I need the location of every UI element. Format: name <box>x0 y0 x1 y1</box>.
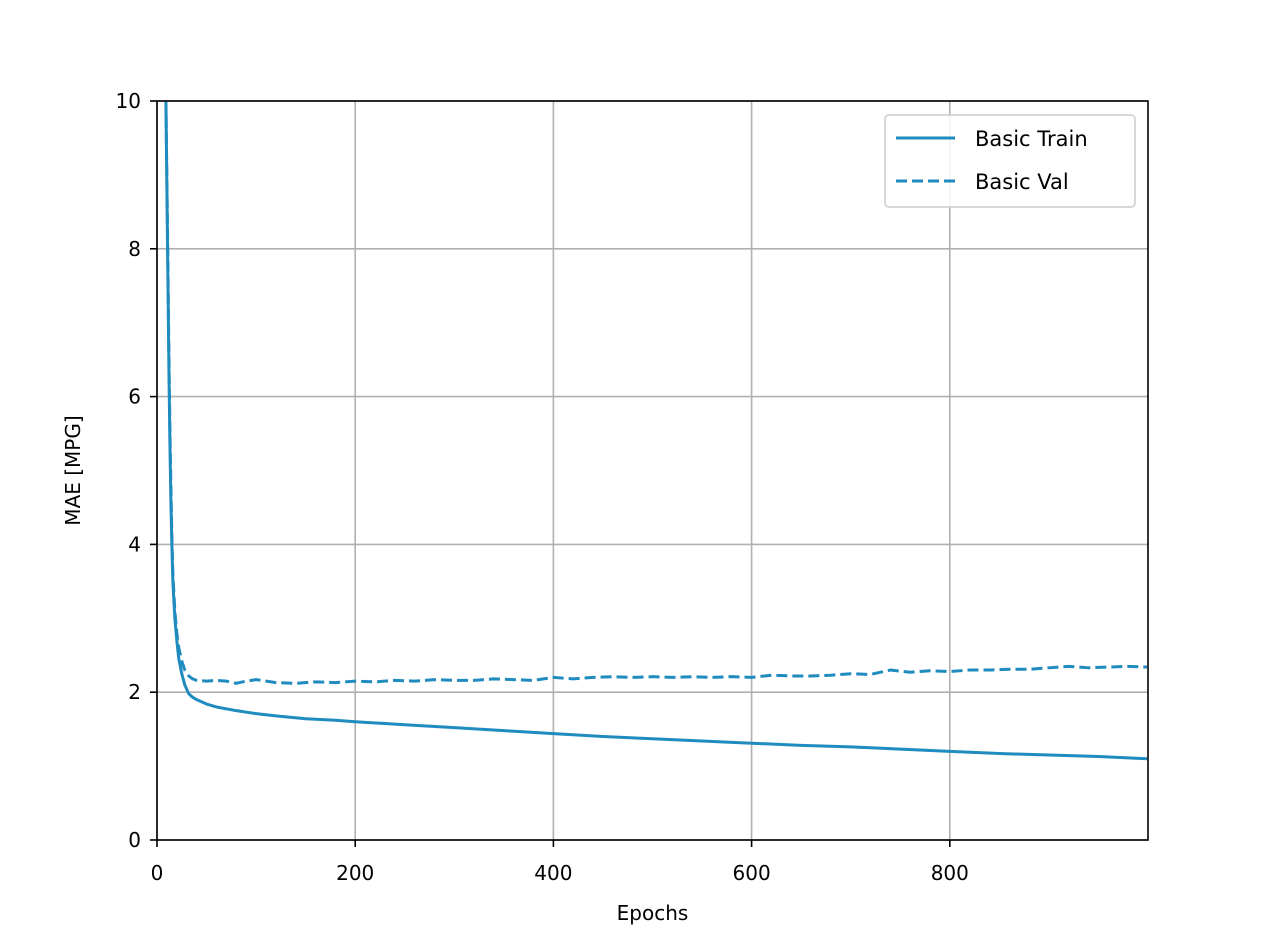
y-tick-label: 6 <box>128 385 141 409</box>
legend: Basic Train Basic Val <box>884 114 1136 208</box>
y-tick-label: 2 <box>128 680 141 704</box>
series-line-basic-val <box>164 101 1148 685</box>
y-tick-label: 8 <box>128 237 141 261</box>
y-tick-label: 4 <box>128 532 141 556</box>
legend-label-basic-train: Basic Train <box>975 127 1088 151</box>
axis-ticks: 0 200 400 600 800 0 2 4 6 8 10 <box>116 89 969 885</box>
x-tick-label: 600 <box>733 861 771 885</box>
x-axis-label: Epochs <box>617 901 689 925</box>
x-tick-label: 200 <box>336 861 374 885</box>
x-tick-label: 0 <box>151 861 164 885</box>
legend-label-basic-val: Basic Val <box>975 170 1069 194</box>
x-tick-label: 400 <box>534 861 572 885</box>
series-lines <box>164 101 1148 761</box>
x-tick-label: 800 <box>931 861 969 885</box>
y-axis-label: MAE [MPG] <box>61 415 85 525</box>
plot-frame <box>156 100 1149 841</box>
series-line-basic-train <box>164 101 1148 761</box>
y-tick-label: 0 <box>128 828 141 852</box>
y-tick-label: 10 <box>116 89 141 113</box>
